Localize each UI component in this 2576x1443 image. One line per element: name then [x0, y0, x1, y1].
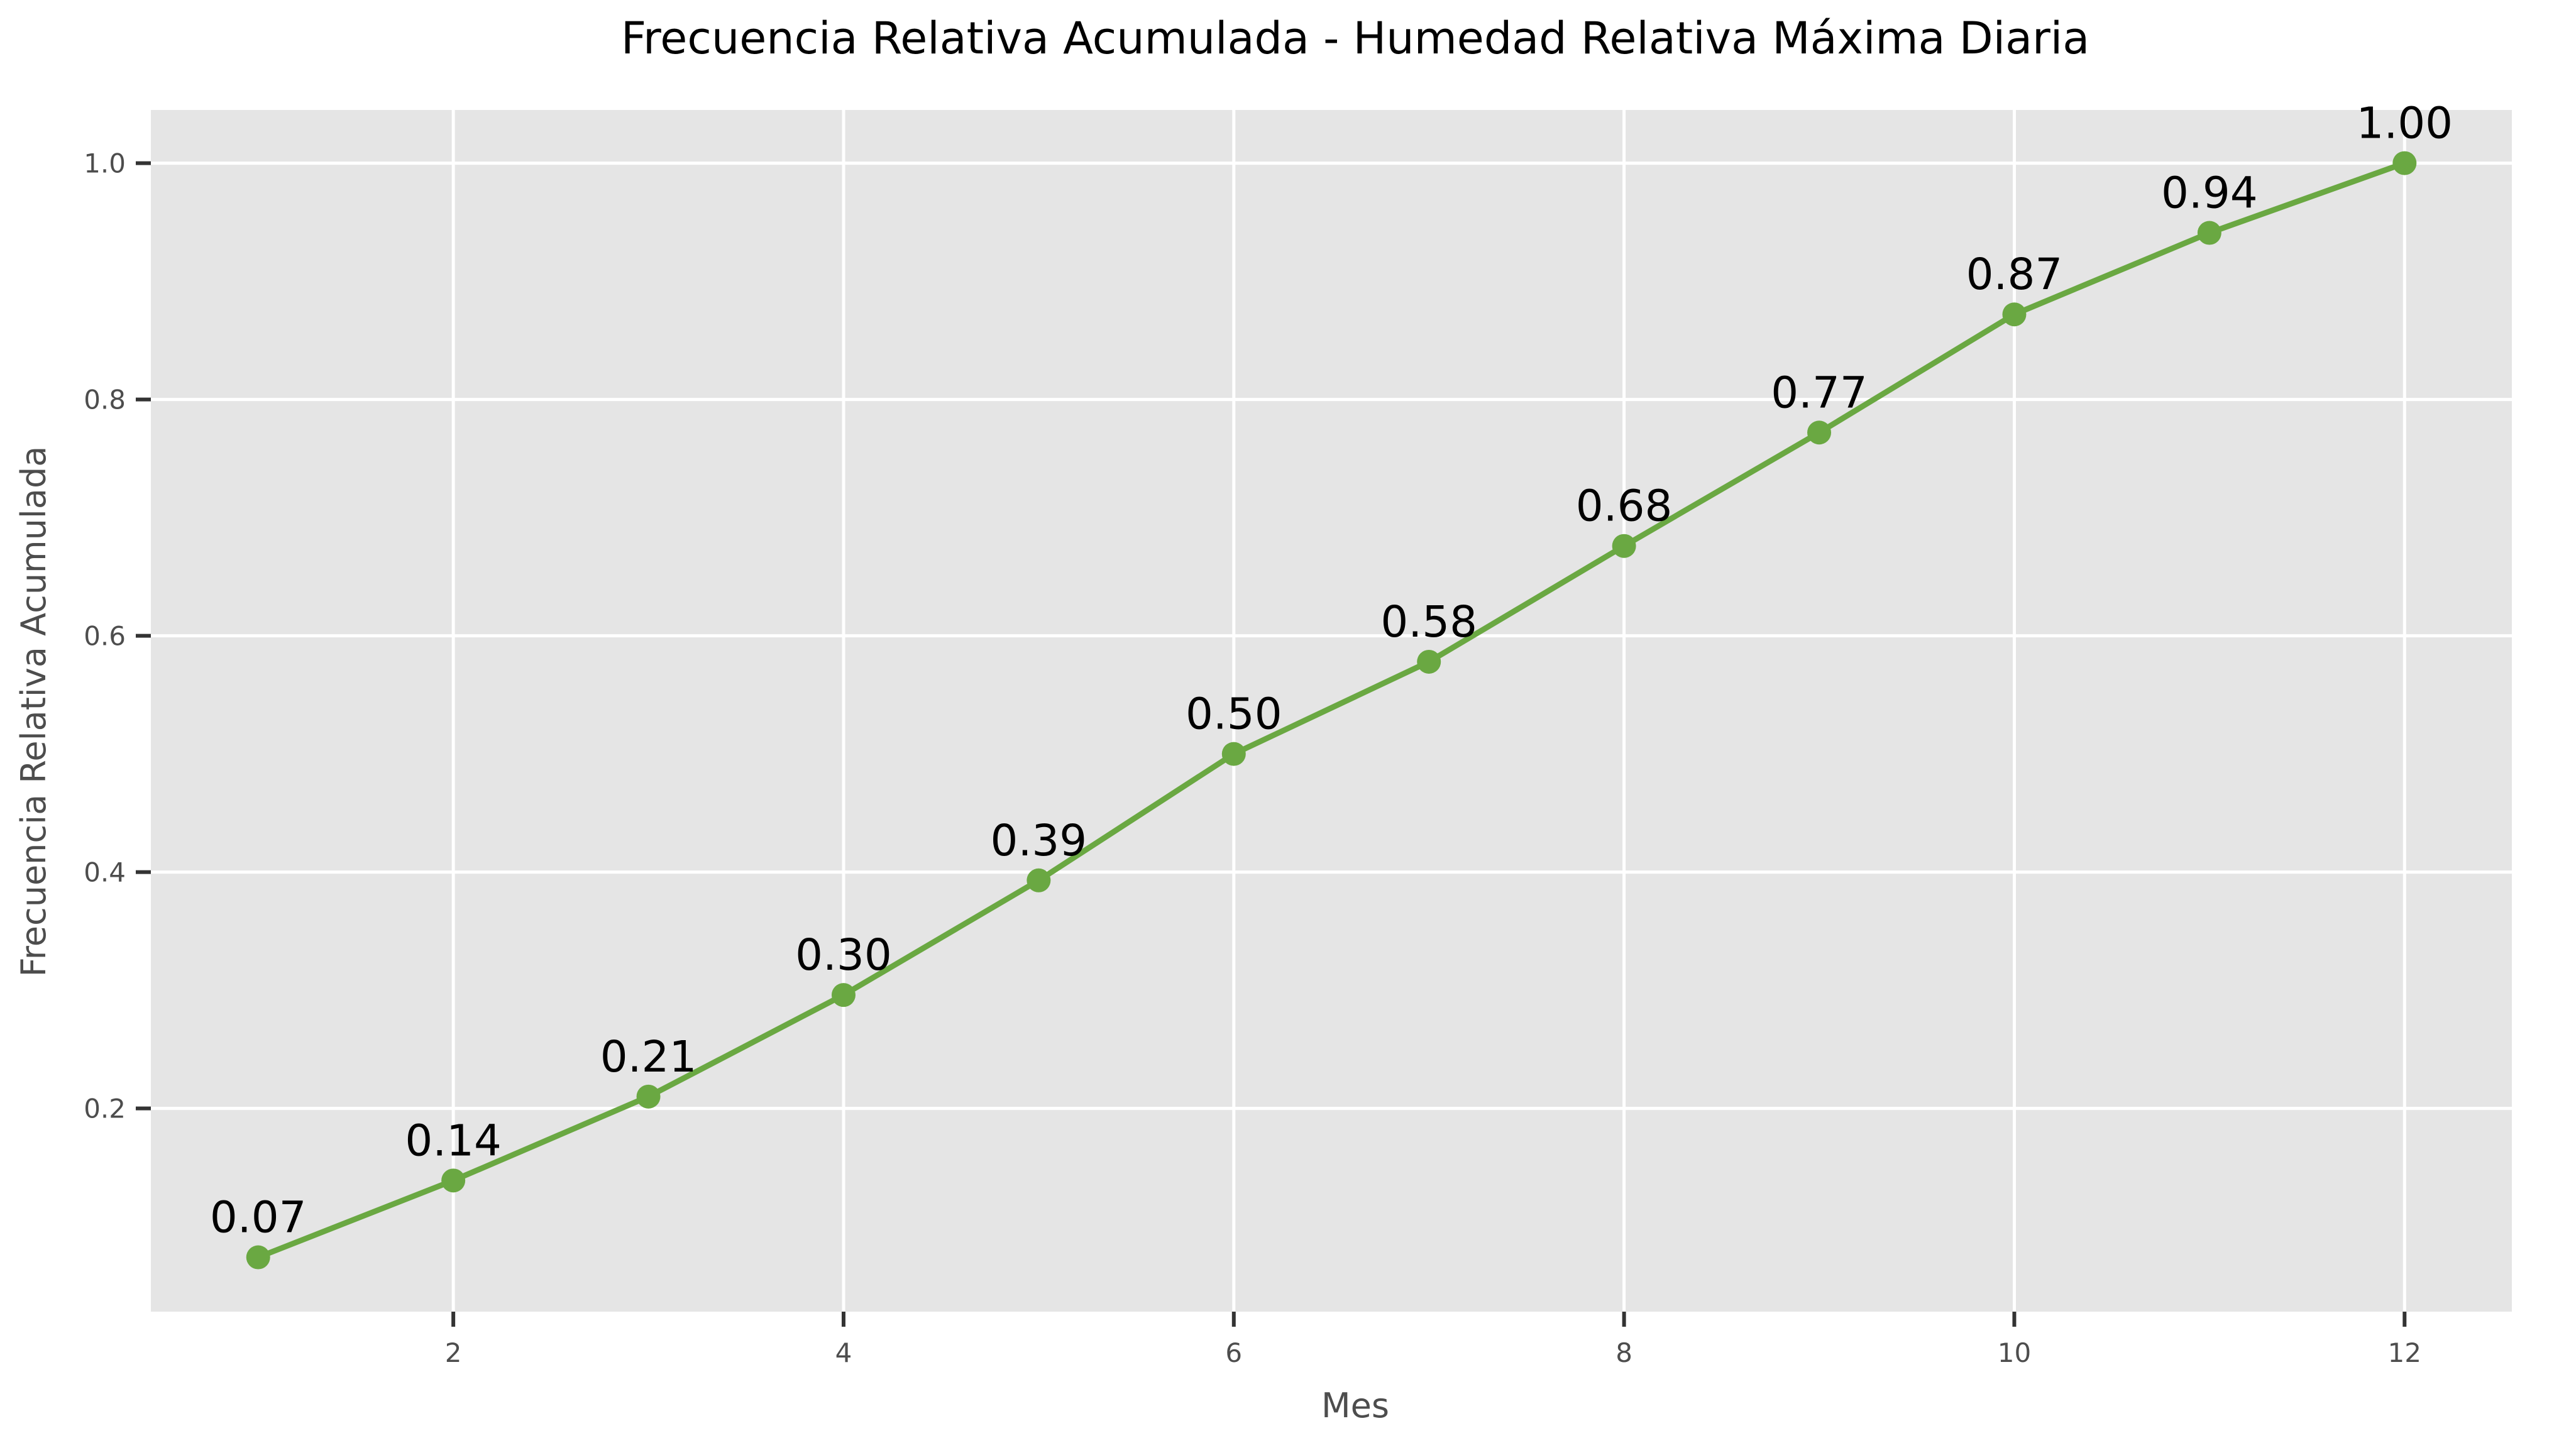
data-point	[2197, 221, 2221, 245]
data-label: 0.50	[1186, 689, 1282, 740]
series-line	[255, 160, 2408, 1260]
data-point	[636, 1084, 661, 1109]
data-label: 0.77	[1771, 368, 1868, 418]
y-axis-label: Frecuencia Relativa Acumulada	[14, 446, 53, 977]
data-label: 0.68	[1576, 481, 1673, 532]
x-tick-label: 12	[2388, 1337, 2421, 1368]
data-label: 0.58	[1380, 597, 1477, 647]
data-label: 0.94	[2161, 168, 2258, 219]
data-point	[2392, 151, 2417, 175]
data-label: 0.14	[405, 1116, 502, 1166]
chart-title: Frecuencia Relativa Acumulada - Humedad …	[621, 13, 2089, 64]
y-tick-label: 1.0	[84, 148, 126, 179]
x-tick-label: 10	[1998, 1337, 2031, 1368]
y-tick-label: 0.8	[84, 385, 126, 415]
x-tick-label: 2	[445, 1337, 462, 1368]
data-labels: 0.07 0.14 0.21 0.30 0.39 0.50 0.58 0.68 0.77 0.87…	[210, 99, 2453, 1243]
data-label: 0.39	[991, 816, 1087, 866]
data-point	[1807, 420, 1832, 445]
x-axis-label: Mes	[1321, 1386, 1389, 1425]
grid-lines	[151, 110, 2512, 1312]
data-point	[1612, 534, 1636, 558]
data-label: 0.21	[600, 1032, 697, 1082]
data-label: 0.07	[210, 1193, 307, 1243]
data-point	[831, 983, 856, 1007]
data-point	[1221, 742, 1246, 766]
data-point	[441, 1168, 466, 1193]
data-point	[1417, 649, 1441, 674]
x-tick-label: 6	[1225, 1337, 1242, 1368]
y-tick-label: 0.6	[84, 621, 126, 652]
data-label: 1.00	[2356, 99, 2453, 149]
x-tick-label: 8	[1616, 1337, 1632, 1368]
axis-ticks: 2 4 6 8 10 12 0.2 0.4 0.6 0.8 1.0	[84, 148, 2421, 1368]
y-tick-label: 0.2	[84, 1094, 126, 1124]
data-label: 0.30	[795, 930, 892, 980]
x-tick-label: 4	[835, 1337, 852, 1368]
data-label: 0.87	[1966, 250, 2063, 300]
data-point	[246, 1245, 270, 1270]
series-layer	[246, 151, 2417, 1270]
data-point	[1027, 868, 1051, 892]
data-point	[2002, 302, 2027, 327]
y-tick-label: 0.4	[84, 857, 126, 888]
